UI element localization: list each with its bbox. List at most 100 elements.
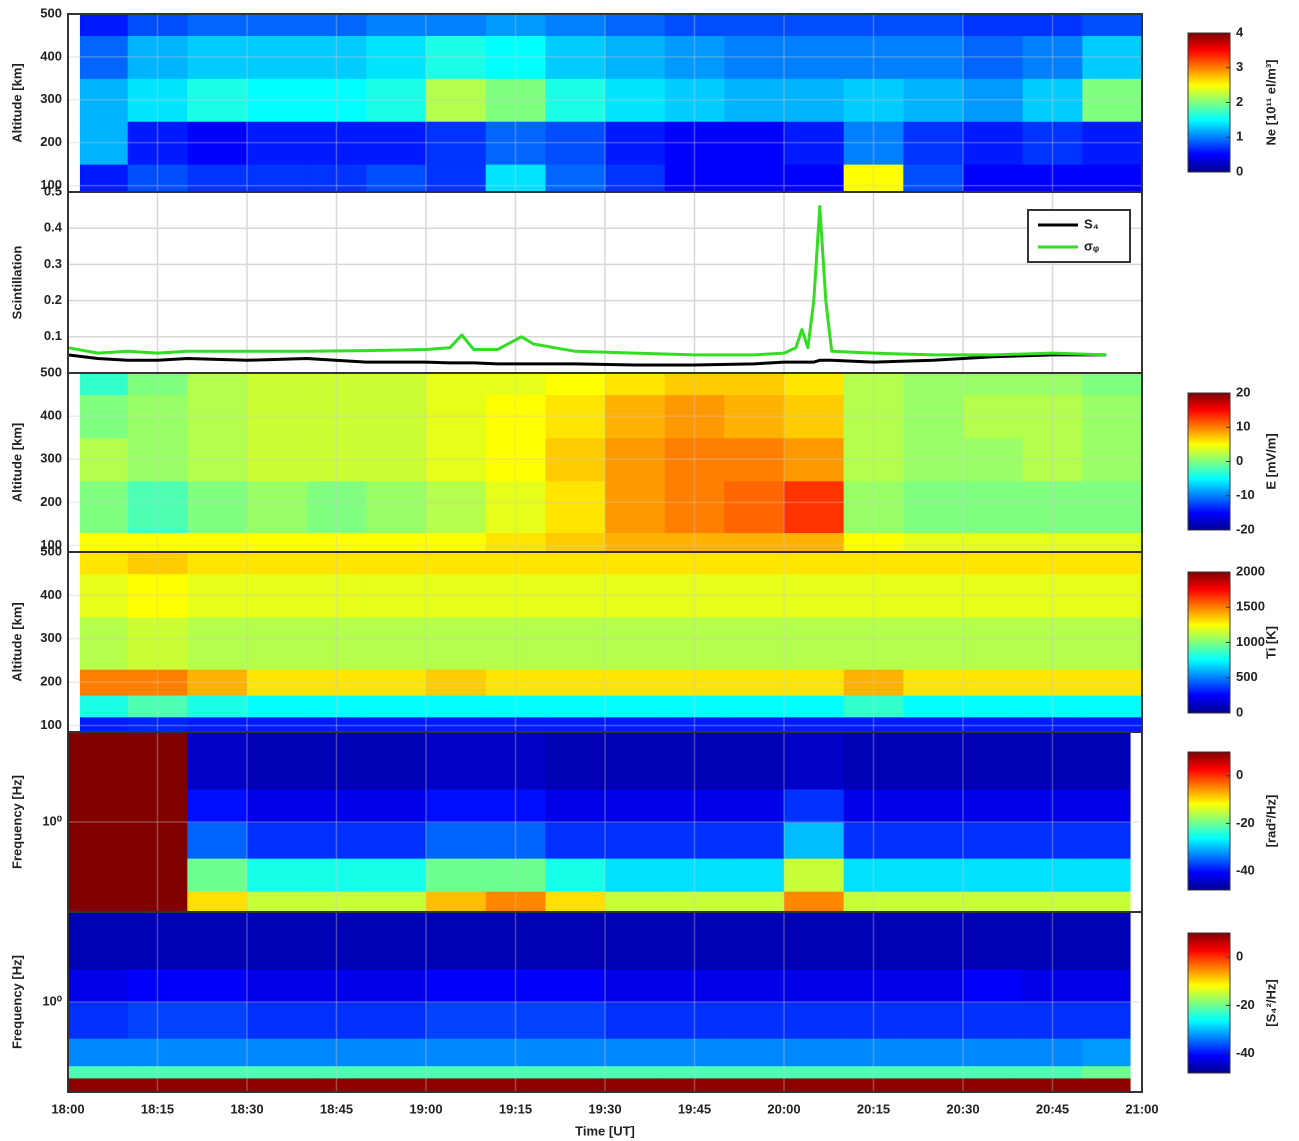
heatmap-cell — [187, 437, 248, 482]
heatmap-cell — [1082, 532, 1143, 553]
heatmap-cell — [127, 968, 188, 1003]
colorbar — [1187, 751, 1231, 891]
heatmap-cell — [187, 164, 248, 193]
heatmap-cell — [903, 78, 964, 122]
colorbar-tick-label: 0 — [1236, 453, 1243, 468]
heatmap-cell — [187, 394, 248, 439]
y-tick-label: 200 — [40, 674, 62, 689]
heatmap-cell — [784, 78, 845, 122]
heatmap-cell — [187, 788, 248, 823]
heatmap-cell — [1022, 788, 1083, 823]
y-tick-label: 100 — [40, 537, 62, 552]
heatmap-cell — [605, 669, 666, 696]
heatmap-cell — [545, 891, 606, 913]
heatmap-cell — [426, 373, 487, 396]
heatmap-cell — [545, 968, 606, 1003]
heatmap-cell — [127, 532, 188, 553]
heatmap-cell — [724, 716, 785, 733]
heatmap-cell — [724, 78, 785, 122]
heatmap-cell — [1082, 1065, 1131, 1079]
x-tick-label: 19:45 — [678, 1101, 711, 1116]
heatmap-cell — [664, 617, 725, 670]
heatmap-cell — [963, 78, 1024, 122]
colorbar-tick-label: -40 — [1236, 862, 1255, 877]
heatmap-cell — [664, 573, 725, 618]
heatmap-cell — [545, 822, 606, 859]
heatmap-cell — [247, 716, 308, 733]
heatmap-cell — [1022, 1065, 1083, 1079]
heatmap-cell — [79, 78, 129, 122]
heatmap-cell — [963, 1065, 1024, 1079]
heatmap-cell — [545, 669, 606, 696]
heatmap-cell — [306, 968, 367, 1003]
heatmap-cell — [605, 968, 666, 1003]
heatmap-cell — [306, 121, 367, 165]
heatmap-cell — [366, 480, 427, 534]
heatmap-cell — [187, 121, 248, 165]
x-tick-label: 20:30 — [946, 1101, 979, 1116]
heatmap-cell — [545, 121, 606, 165]
y-tick-label: 300 — [40, 451, 62, 466]
y-tick-label: 500 — [40, 364, 62, 379]
heatmap-cell — [247, 695, 308, 718]
heatmap-cell — [664, 695, 725, 718]
heatmap-cell — [485, 14, 546, 36]
heatmap-cell — [187, 573, 248, 618]
y-tick-label: 400 — [40, 48, 62, 63]
heatmap-cell — [485, 373, 546, 396]
heatmap-cell — [545, 912, 606, 970]
heatmap-cell — [784, 617, 845, 670]
heatmap-cell — [843, 669, 904, 696]
heatmap-cell — [187, 1077, 248, 1093]
heatmap-cell — [187, 1002, 248, 1039]
colorbar-tick-label: 0 — [1236, 767, 1243, 782]
heatmap-cell — [724, 1077, 785, 1093]
heatmap-cell — [664, 716, 725, 733]
colorbar-tick-label: 1000 — [1236, 634, 1265, 649]
heatmap-cell — [79, 437, 129, 482]
heatmap-cell — [1022, 858, 1083, 892]
heatmap-cell — [664, 35, 725, 79]
colorbar-tick-label: 10 — [1236, 419, 1250, 434]
heatmap-cell — [306, 891, 367, 913]
heatmap-cell — [426, 858, 487, 892]
x-tick-label: 18:30 — [230, 1101, 263, 1116]
heatmap-cell — [605, 891, 666, 913]
heatmap-cell — [903, 669, 964, 696]
heatmap-cell — [306, 912, 367, 970]
heatmap-cell — [1082, 164, 1143, 193]
heatmap-cell — [426, 480, 487, 534]
colorbar-tick-label: -20 — [1236, 997, 1255, 1012]
heatmap-cell — [963, 480, 1024, 534]
heatmap-cell — [1022, 35, 1083, 79]
heatmap-cell — [605, 912, 666, 970]
heatmap-cell — [68, 1077, 129, 1093]
heatmap-cell — [605, 164, 666, 193]
heatmap-cell — [843, 1065, 904, 1079]
heatmap-cell — [127, 1038, 188, 1067]
heatmap-cell — [843, 858, 904, 892]
heatmap-cell — [784, 1038, 845, 1067]
heatmap-cell — [545, 858, 606, 892]
heatmap-cell — [903, 1038, 964, 1067]
heatmap-cell — [187, 35, 248, 79]
heatmap-cell — [784, 716, 845, 733]
heatmap-cell — [247, 912, 308, 970]
series-line — [67, 205, 1107, 357]
heatmap-cell — [963, 532, 1024, 553]
heatmap-cell — [306, 552, 367, 575]
heatmap-cell — [605, 695, 666, 718]
heatmap-cell — [366, 669, 427, 696]
colorbar — [1187, 932, 1231, 1074]
heatmap-cell — [664, 532, 725, 553]
heatmap-cell — [485, 121, 546, 165]
heatmap-cell — [426, 35, 487, 79]
heatmap-cell — [664, 552, 725, 575]
heatmap-cell — [485, 695, 546, 718]
heatmap-cell — [784, 552, 845, 575]
y-tick-label: 500 — [40, 5, 62, 20]
heatmap-cell — [426, 912, 487, 970]
heatmap-cell — [724, 617, 785, 670]
heatmap-cell — [963, 858, 1024, 892]
